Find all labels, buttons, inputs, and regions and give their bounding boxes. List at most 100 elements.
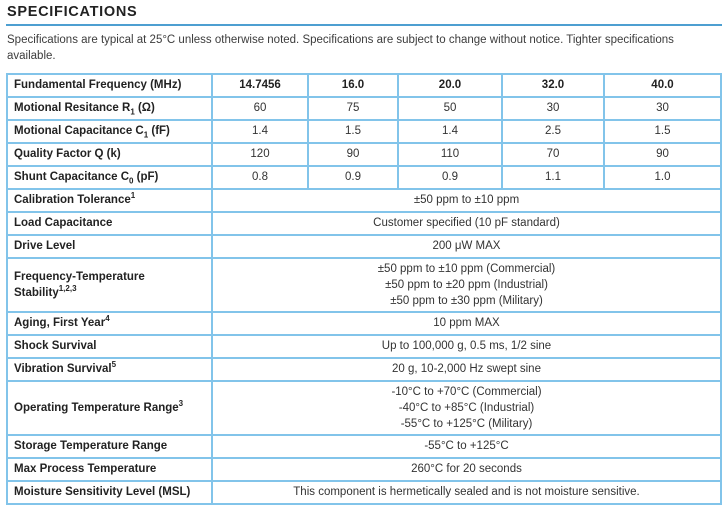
spec-label-subscript: 0 xyxy=(129,176,134,186)
spec-value-line: 200 μW MAX xyxy=(432,240,501,253)
specifications-page: SPECIFICATIONS Specifications are typica… xyxy=(6,4,722,505)
spec-label: Shunt Capacitance C0 (pF) xyxy=(6,164,213,190)
spec-value: 20.0 xyxy=(397,72,503,98)
spec-value: 30 xyxy=(501,95,605,121)
table-row: Max Process Temperature 260°C for 20 sec… xyxy=(6,456,722,482)
spec-label-subscript: 1 xyxy=(143,130,149,140)
spec-label-unit: (pF) xyxy=(133,171,159,184)
spec-label: Calibration Tolerance1 xyxy=(6,187,213,213)
spec-label-text: Moisture Sensitivity Level (MSL) xyxy=(14,486,191,499)
spec-value-line: 260°C for 20 seconds xyxy=(411,463,522,476)
spec-value: 1.4 xyxy=(211,118,309,144)
spec-label-subscript: 1 xyxy=(130,107,135,117)
intro-text: Specifications are typical at 25°C unles… xyxy=(7,34,674,63)
spec-label-text: Vibration Survival xyxy=(14,363,112,376)
spec-value-line: ±50 ppm to ±30 ppm (Military) xyxy=(390,294,543,307)
spec-value: 110 xyxy=(397,141,503,167)
spec-label: Operating Temperature Range3 xyxy=(6,379,213,436)
table-row: Operating Temperature Range3 -10°C to +7… xyxy=(6,379,722,436)
spec-label-text: Fundamental Frequency (MHz) xyxy=(14,79,182,92)
spec-value-line: ±50 ppm to ±10 ppm xyxy=(413,194,520,207)
spec-value: 40.0 xyxy=(603,72,722,98)
spec-label-text: Quality Factor Q (k) xyxy=(14,148,121,161)
spec-value: -10°C to +70°C (Commercial) -40°C to +85°… xyxy=(211,379,722,436)
spec-label: Moisture Sensitivity Level (MSL) xyxy=(6,479,213,505)
spec-label-text: Motional Resitance R xyxy=(14,102,131,115)
table-row: Shunt Capacitance C0 (pF) 0.8 0.9 0.9 1.… xyxy=(6,164,722,190)
spec-label-text: Frequency-Temperature Stability xyxy=(14,270,145,299)
spec-value: 1.5 xyxy=(307,118,399,144)
spec-value: 1.0 xyxy=(603,164,722,190)
spec-value: 50 xyxy=(397,95,503,121)
spec-value: 32.0 xyxy=(501,72,605,98)
spec-value-line: Up to 100,000 g, 0.5 ms, 1/2 sine xyxy=(381,340,552,353)
spec-value: 1.1 xyxy=(501,164,605,190)
table-row: Calibration Tolerance1 ±50 ppm to ±10 pp… xyxy=(6,187,722,213)
spec-label: Frequency-Temperature Stability1,2,3 xyxy=(6,256,213,313)
spec-label-footnote: 5 xyxy=(111,360,117,370)
spec-value: 0.9 xyxy=(307,164,399,190)
table-row: Motional Capacitance C1 (fF) 1.4 1.5 1.4… xyxy=(6,118,722,144)
table-row: Vibration Survival5 20 g, 10-2,000 Hz sw… xyxy=(6,356,722,382)
spec-label: Aging, First Year4 xyxy=(6,310,213,336)
spec-value-line: ±50 ppm to ±10 ppm (Commercial) xyxy=(377,262,556,275)
spec-label-footnote: 4 xyxy=(105,314,110,324)
table-row: Storage Temperature Range -55°C to +125°… xyxy=(6,433,722,459)
spec-value: 90 xyxy=(603,141,722,167)
spec-value: 20 g, 10-2,000 Hz swept sine xyxy=(211,356,722,382)
spec-label: Drive Level xyxy=(6,233,213,259)
spec-value-line: -55°C to +125°C (Military) xyxy=(400,417,533,430)
spec-label-text: Drive Level xyxy=(14,240,76,253)
spec-value-line: ±50 ppm to ±20 ppm (Industrial) xyxy=(385,278,548,291)
spec-value: 70 xyxy=(501,141,605,167)
title-rule xyxy=(6,24,722,26)
spec-value: This component is hermetically sealed an… xyxy=(211,479,722,505)
specifications-table: Fundamental Frequency (MHz) 14.7456 16.0… xyxy=(6,72,722,505)
spec-label-text: Calibration Tolerance xyxy=(14,194,131,207)
spec-value: ±50 ppm to ±10 ppm (Commercial) ±50 ppm t… xyxy=(211,256,722,313)
spec-value: 260°C for 20 seconds xyxy=(211,456,722,482)
spec-label-text: Motional Capacitance C xyxy=(14,125,144,138)
spec-label: Max Process Temperature xyxy=(6,456,213,482)
spec-value: 120 xyxy=(211,141,309,167)
spec-label-unit: (Ω) xyxy=(134,102,155,115)
spec-label: Load Capacitance xyxy=(6,210,213,236)
spec-label-text: Operating Temperature Range xyxy=(14,401,179,414)
spec-label: Motional Resitance R1 (Ω) xyxy=(6,95,213,121)
spec-value: 0.8 xyxy=(211,164,309,190)
table-row: Fundamental Frequency (MHz) 14.7456 16.0… xyxy=(6,72,722,98)
spec-value-line: -55°C to +125°C xyxy=(424,440,509,453)
page-title: SPECIFICATIONS xyxy=(7,4,138,20)
table-row: Quality Factor Q (k) 120 90 110 70 90 xyxy=(6,141,722,167)
spec-label-text: Load Capacitance xyxy=(14,217,113,230)
spec-value-line: This component is hermetically sealed an… xyxy=(293,486,640,499)
spec-label-text: Max Process Temperature xyxy=(14,463,157,476)
spec-value-line: 20 g, 10-2,000 Hz swept sine xyxy=(392,363,541,376)
spec-value: 1.5 xyxy=(603,118,722,144)
spec-value: 75 xyxy=(307,95,399,121)
spec-value: Customer specified (10 pF standard) xyxy=(211,210,722,236)
spec-value: 2.5 xyxy=(501,118,605,144)
table-row: Frequency-Temperature Stability1,2,3 ±50… xyxy=(6,256,722,313)
spec-label-text: Storage Temperature Range xyxy=(14,440,168,453)
table-row: Aging, First Year4 10 ppm MAX xyxy=(6,310,722,336)
spec-value-line: -10°C to +70°C (Commercial) xyxy=(391,385,542,398)
spec-value: 30 xyxy=(603,95,722,121)
spec-value-line: -40°C to +85°C (Industrial) xyxy=(398,401,535,414)
spec-label-footnote: 1,2,3 xyxy=(58,283,77,293)
table-row: Shock Survival Up to 100,000 g, 0.5 ms, … xyxy=(6,333,722,359)
spec-label: Motional Capacitance C1 (fF) xyxy=(6,118,213,144)
table-row: Moisture Sensitivity Level (MSL) This co… xyxy=(6,479,722,505)
spec-value: Up to 100,000 g, 0.5 ms, 1/2 sine xyxy=(211,333,722,359)
spec-value: 14.7456 xyxy=(211,72,309,98)
spec-label-text: Shock Survival xyxy=(14,340,97,353)
spec-label-footnote: 1 xyxy=(130,191,136,201)
spec-value: ±50 ppm to ±10 ppm xyxy=(211,187,722,213)
spec-value: 60 xyxy=(211,95,309,121)
table-row: Load Capacitance Customer specified (10 … xyxy=(6,210,722,236)
spec-value: 200 μW MAX xyxy=(211,233,722,259)
spec-value: 16.0 xyxy=(307,72,399,98)
spec-value-line: 10 ppm MAX xyxy=(433,317,500,330)
spec-value: 90 xyxy=(307,141,399,167)
spec-value: -55°C to +125°C xyxy=(211,433,722,459)
